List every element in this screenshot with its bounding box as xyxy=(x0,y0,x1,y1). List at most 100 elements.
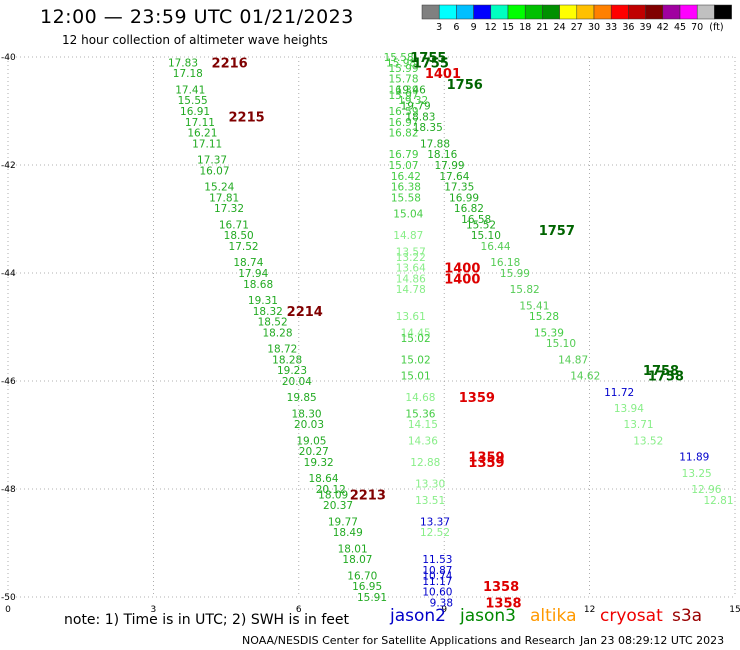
wave-height-point: 16.07 xyxy=(199,165,229,177)
pass-time-label: 1755 xyxy=(413,56,449,71)
wave-height-point: 18.30 xyxy=(292,408,322,420)
wave-height-point: 20.04 xyxy=(282,376,312,388)
wave-height-point: 13.94 xyxy=(614,403,644,415)
wave-height-point: 16.18 xyxy=(490,257,520,269)
wave-height-point: 15.52 xyxy=(466,219,496,231)
wave-height-point: 14.45 xyxy=(401,327,431,339)
wave-height-point: 16.82 xyxy=(454,203,484,215)
wave-height-point: 10.60 xyxy=(422,587,452,599)
wave-height-point: 11.89 xyxy=(679,452,709,464)
wave-height-point: 18.28 xyxy=(272,354,302,366)
color-scale-swatch xyxy=(679,4,698,20)
color-scale-swatch xyxy=(456,4,474,20)
footer-credit: NOAA/NESDIS Center for Satellite Applica… xyxy=(242,634,576,647)
wave-height-point: 15.58 xyxy=(391,192,421,204)
pass-time-label: 2213 xyxy=(350,488,386,503)
wave-height-point: 13.71 xyxy=(624,419,654,431)
pass-time-label: 1755 xyxy=(410,51,446,66)
color-scale-swatch xyxy=(628,4,646,20)
color-scale-swatch xyxy=(576,4,595,20)
wave-height-point: 18.32 xyxy=(253,306,283,318)
x-tick-label: 6 xyxy=(296,605,302,615)
wave-height-point: 19.32 xyxy=(304,457,334,469)
wave-height-point: 12.52 xyxy=(420,527,450,539)
wave-height-point: 13.57 xyxy=(396,246,426,258)
wave-height-point: 15.02 xyxy=(401,333,431,345)
wave-height-point: 10.74 xyxy=(422,570,452,582)
wave-height-point: 13.61 xyxy=(396,311,426,323)
wave-height-point: 20.37 xyxy=(323,500,353,512)
wave-height-point: 15.55 xyxy=(178,95,208,107)
color-scale-swatch xyxy=(542,4,560,20)
wave-height-point: 16.95 xyxy=(352,581,382,593)
legend-cryosat: cryosat xyxy=(600,606,663,626)
wave-height-point: 20.27 xyxy=(299,446,329,458)
wave-height-point: 18.28 xyxy=(262,327,292,339)
wave-height-point: 12.96 xyxy=(691,484,721,496)
wave-height-point: 17.99 xyxy=(435,160,465,172)
color-scale-swatch xyxy=(438,4,457,20)
wave-height-point: 15.04 xyxy=(393,209,423,221)
wave-height-point: 14.87 xyxy=(558,354,588,366)
color-scale-label: 24 xyxy=(554,22,566,33)
wave-height-point: 17.11 xyxy=(192,138,222,150)
wave-height-point: 13.52 xyxy=(633,435,663,447)
wave-height-point: 10.87 xyxy=(422,565,452,577)
color-scale-swatch xyxy=(610,4,629,20)
wave-height-point: 17.83 xyxy=(168,57,198,69)
wave-height-point: 16.59 xyxy=(388,106,418,118)
color-scale-swatch xyxy=(645,4,664,20)
legend-s3a: s3a xyxy=(672,606,703,626)
wave-height-point: 18.83 xyxy=(405,111,435,123)
wave-height-point: 15.82 xyxy=(510,284,540,296)
color-scale-label: 42 xyxy=(657,22,669,33)
wave-height-point: 19.23 xyxy=(277,365,307,377)
legend-altika: altika xyxy=(530,606,577,626)
x-tick-label: 9 xyxy=(441,605,447,615)
color-scale-label: 12 xyxy=(485,22,497,33)
color-scale-label: 36 xyxy=(622,22,634,33)
pass-time-label: 1358 xyxy=(483,580,519,595)
x-tick-label: 12 xyxy=(584,605,595,615)
wave-height-point: 15.10 xyxy=(471,230,501,242)
color-scale-label: 3 xyxy=(436,22,442,33)
wave-height-point: 17.11 xyxy=(185,117,215,129)
wave-height-point: 9.38 xyxy=(430,597,453,609)
wave-height-point: 16.97 xyxy=(388,117,418,129)
chart-note: note: 1) Time is in UTC; 2) SWH is in fe… xyxy=(64,612,350,628)
wave-height-point: 18.01 xyxy=(338,543,368,555)
wave-height-point: 16.39 xyxy=(388,84,418,96)
plot-grid xyxy=(7,56,736,598)
pass-time-label: 1757 xyxy=(539,224,575,239)
wave-height-point: 17.41 xyxy=(175,84,205,96)
wave-height-point: 16.82 xyxy=(388,128,418,140)
wave-height-point: 17.37 xyxy=(197,155,227,167)
wave-height-point: 20.03 xyxy=(294,419,324,431)
wave-height-point: 15.01 xyxy=(401,371,431,383)
color-scale-swatch xyxy=(593,4,612,20)
color-scale-swatch xyxy=(421,4,440,20)
pass-time-label: 1756 xyxy=(447,78,483,93)
wave-height-point: 17.94 xyxy=(238,268,268,280)
pass-time-label: 1401 xyxy=(425,67,461,82)
color-scale-swatch xyxy=(714,4,732,20)
wave-height-point: 18.09 xyxy=(318,489,348,501)
wave-height-point: 15.02 xyxy=(401,354,431,366)
color-scale-unit: (ft) xyxy=(709,22,723,33)
wave-height-point: 14.87 xyxy=(393,230,423,242)
y-tick-label: -40 xyxy=(1,53,16,63)
wave-height-point: 17.81 xyxy=(209,192,239,204)
wave-height-point: 16.44 xyxy=(481,241,511,253)
color-scale-label: 27 xyxy=(571,22,583,33)
color-scale-label: 6 xyxy=(453,22,459,33)
wave-height-point: 15.99 xyxy=(388,63,418,75)
wave-height-point: 13.51 xyxy=(415,495,445,507)
pass-time-label: 1758 xyxy=(648,370,684,385)
wave-height-point: 15.39 xyxy=(534,327,564,339)
wave-height-point: 12.88 xyxy=(410,457,440,469)
wave-height-point: 19.85 xyxy=(287,392,317,404)
wave-height-point: 18.16 xyxy=(427,149,457,161)
wave-height-point: 17.52 xyxy=(229,241,259,253)
wave-height-point: 19.05 xyxy=(296,435,326,447)
